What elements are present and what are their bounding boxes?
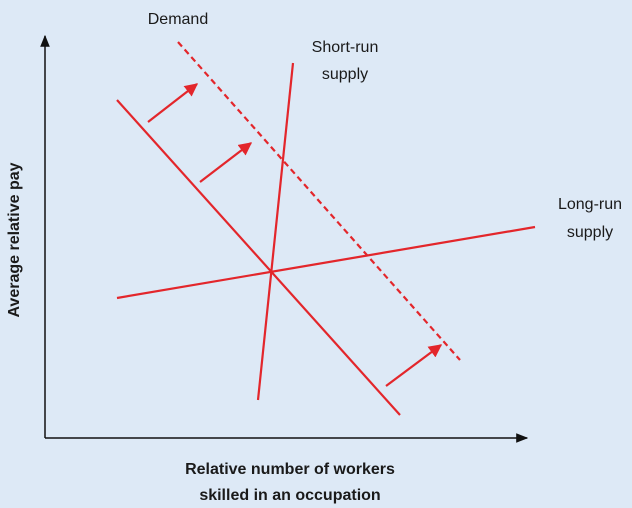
demand-curve xyxy=(116,99,401,416)
x-axis-label: skilled in an occupation xyxy=(199,487,380,504)
short-run-label: supply xyxy=(322,66,368,83)
short-run-supply-curve xyxy=(256,62,295,401)
shift-arrow xyxy=(385,344,443,387)
y-axis-label: Average relative pay xyxy=(6,162,23,317)
long-run-supply-curve xyxy=(116,225,536,300)
new-demand-curve xyxy=(177,41,461,361)
short-run-label: Short-run xyxy=(312,39,379,56)
long-run-label: supply xyxy=(567,224,613,241)
long-run-label: Long-run xyxy=(558,196,622,213)
shift-arrow xyxy=(199,142,253,183)
demand-label: Demand xyxy=(148,11,208,28)
shift-arrow xyxy=(147,83,199,123)
x-axis-label: Relative number of workers xyxy=(185,461,395,478)
